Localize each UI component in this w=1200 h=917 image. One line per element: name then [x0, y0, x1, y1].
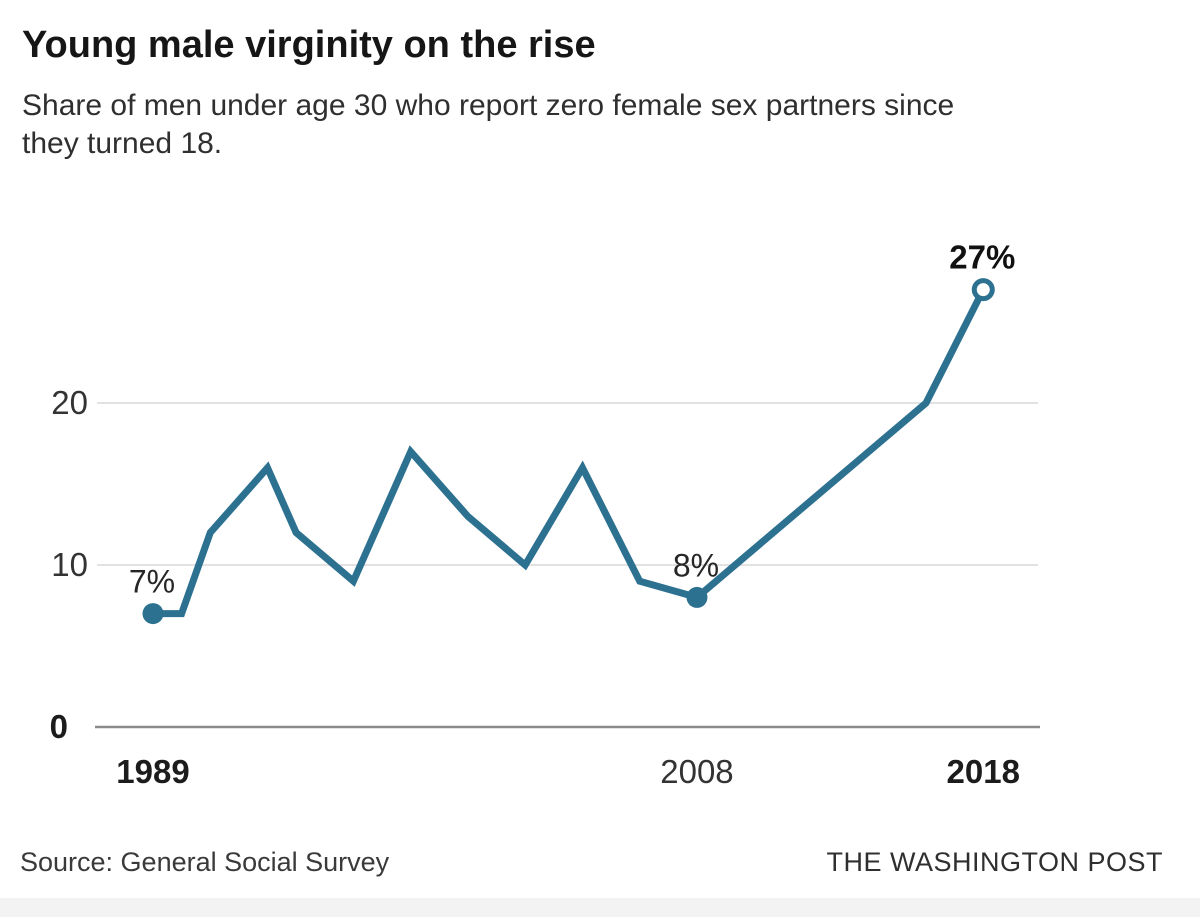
- data-point-open-2018: [971, 278, 995, 302]
- data-label-2008: 8%: [673, 547, 719, 583]
- data-point-1989: [142, 603, 164, 625]
- data-label-1989: 7%: [129, 564, 175, 600]
- data-label-2018: 27%: [949, 239, 1015, 276]
- chart-subtitle-line-1: Share of men under age 30 who report zer…: [22, 89, 955, 122]
- chart-subtitle-line-2: they turned 18.: [22, 127, 223, 160]
- chart-subtitle: Share of men under age 30 who report zer…: [22, 87, 1142, 163]
- bottom-crop-band: [0, 898, 1200, 917]
- source-credit: Source: General Social Survey: [20, 847, 390, 877]
- x-tick-label-2008: 2008: [660, 753, 733, 790]
- x-tick-label-2018: 2018: [947, 753, 1020, 790]
- y-tick-label-10: 10: [51, 546, 88, 583]
- y-tick-label-20: 20: [51, 384, 88, 421]
- chart-title: Young male virginity on the rise: [22, 24, 596, 66]
- chart-header: Young male virginity on the rise Share o…: [22, 24, 1142, 163]
- x-tick-label-1989: 1989: [116, 753, 189, 790]
- data-point-2008: [686, 586, 708, 608]
- publication-credit: THE WASHINGTON POST: [826, 847, 1163, 877]
- y-tick-label-0: 0: [50, 708, 68, 745]
